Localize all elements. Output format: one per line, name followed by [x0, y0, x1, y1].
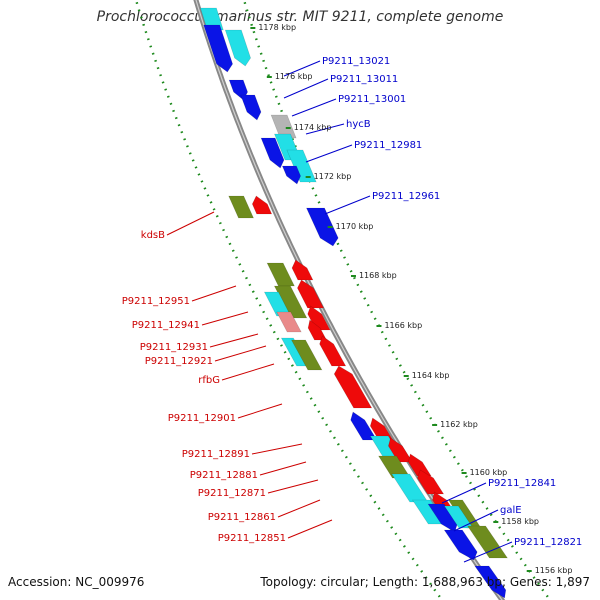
reverse-gene-label[interactable]: P9211_12861	[208, 512, 276, 523]
kbp-tick-label: 1178 kbp	[258, 23, 296, 32]
forward-gene-label[interactable]: P9211_13021	[322, 56, 390, 67]
forward-gene-label[interactable]: P9211_13011	[330, 74, 398, 85]
forward-label-leader	[305, 123, 345, 135]
gene-feature[interactable]	[260, 137, 285, 169]
gene-feature[interactable]	[224, 29, 251, 67]
forward-label-leader	[324, 195, 371, 215]
forward-label-leader	[463, 541, 513, 563]
forward-label-leader	[283, 78, 329, 99]
forward-gene-label[interactable]: P9211_13001	[338, 94, 406, 105]
reverse-gene-label[interactable]: P9211_12951	[122, 296, 190, 307]
kbp-tick-label: 1170 kbp	[336, 222, 374, 231]
reverse-gene-label[interactable]: P9211_12921	[145, 356, 213, 367]
gene-feature[interactable]	[251, 195, 273, 215]
reverse-label-leader	[267, 479, 319, 494]
gene-feature[interactable]	[467, 525, 508, 559]
outer-dotted-guide	[242, 0, 552, 600]
kbp-tick-label: 1166 kbp	[384, 321, 422, 330]
kbp-tick-label: 1156 kbp	[535, 566, 573, 575]
gene-feature[interactable]	[443, 529, 478, 561]
accession-text: Accession: NC_009976	[8, 575, 145, 589]
forward-gene-label[interactable]: galE	[500, 505, 522, 516]
gene-feature[interactable]	[474, 565, 507, 599]
reverse-gene-label[interactable]: kdsB	[141, 230, 165, 241]
forward-label-leader	[441, 482, 487, 504]
kbp-tick-label: 1158 kbp	[501, 517, 539, 526]
gene-feature[interactable]	[290, 339, 323, 371]
reverse-gene-label[interactable]: P9211_12851	[218, 533, 286, 544]
forward-label-leader	[283, 60, 321, 77]
gene-feature[interactable]	[297, 279, 325, 309]
reverse-gene-label[interactable]: P9211_12891	[182, 449, 250, 460]
forward-gene-label[interactable]: P9211_12961	[372, 191, 440, 202]
reverse-label-leader	[191, 285, 237, 302]
gene-feature[interactable]	[427, 503, 458, 533]
gene-feature[interactable]	[270, 114, 297, 139]
reverse-gene-label[interactable]: P9211_12901	[168, 413, 236, 424]
reverse-gene-label[interactable]: P9211_12881	[190, 470, 258, 481]
forward-label-leader	[453, 509, 499, 532]
kbp-tick-label: 1168 kbp	[359, 271, 397, 280]
reverse-label-leader	[277, 499, 321, 518]
forward-gene-label[interactable]: P9211_12981	[354, 140, 422, 151]
kbp-tick-label: 1164 kbp	[412, 371, 450, 380]
reverse-label-leader	[287, 519, 333, 539]
reverse-label-leader	[201, 311, 249, 326]
reverse-gene-label[interactable]: P9211_12871	[198, 488, 266, 499]
reverse-label-leader	[237, 403, 283, 419]
reverse-gene-label[interactable]: P9211_12941	[132, 320, 200, 331]
gene-feature[interactable]	[291, 259, 314, 281]
genome-summary-text: Topology: circular; Length: 1,688,963 bp…	[260, 575, 590, 589]
gene-feature[interactable]	[333, 365, 373, 409]
gene-feature[interactable]	[203, 24, 233, 73]
reverse-label-leader	[166, 211, 215, 236]
gene-feature[interactable]	[276, 311, 302, 333]
inner-dotted-guide	[134, 0, 444, 600]
forward-gene-label[interactable]: P9211_12841	[488, 478, 556, 489]
reverse-label-leader	[259, 461, 307, 476]
gene-feature[interactable]	[281, 165, 301, 185]
reverse-label-leader	[209, 333, 259, 348]
gene-feature[interactable]	[350, 411, 378, 441]
gene-feature[interactable]	[266, 262, 295, 287]
gene-feature[interactable]	[307, 319, 327, 341]
reverse-gene-label[interactable]: rfbG	[198, 375, 220, 386]
gene-feature[interactable]	[199, 7, 224, 31]
kbp-tick-label: 1174 kbp	[294, 123, 332, 132]
reverse-label-leader	[251, 443, 303, 455]
gene-feature[interactable]	[388, 437, 413, 463]
kbp-tick-label: 1162 kbp	[440, 420, 478, 429]
gene-feature[interactable]	[240, 94, 262, 121]
reverse-gene-label[interactable]: P9211_12931	[140, 342, 208, 353]
kbp-tick-label: 1160 kbp	[470, 468, 508, 477]
gene-feature[interactable]	[228, 195, 254, 219]
gene-feature[interactable]	[306, 207, 339, 247]
forward-gene-label[interactable]: hycB	[346, 119, 371, 130]
reverse-label-leader	[214, 345, 267, 362]
kbp-tick-label: 1172 kbp	[314, 172, 352, 181]
forward-label-leader	[305, 144, 353, 163]
kbp-tick-label: 1176 kbp	[275, 72, 313, 81]
gene-feature[interactable]	[417, 469, 445, 495]
forward-label-leader	[291, 98, 337, 117]
reverse-label-leader	[221, 363, 275, 381]
forward-gene-label[interactable]: P9211_12821	[514, 537, 582, 548]
